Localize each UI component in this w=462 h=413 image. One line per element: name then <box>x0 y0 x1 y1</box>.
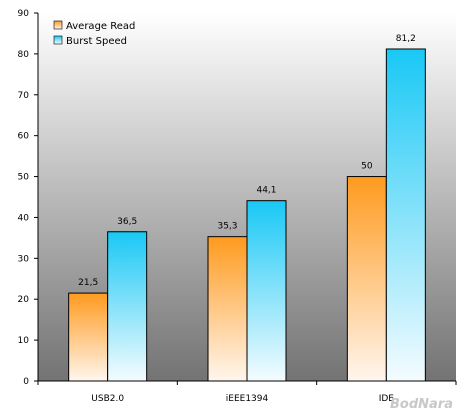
x-axis-labels: USB2.0 iEEE1394 IDE <box>37 381 457 404</box>
x-tick-label: iEEE1394 <box>226 394 269 404</box>
legend-label-average-read: Average Read <box>66 21 135 32</box>
y-tick-label: 40 <box>18 213 30 223</box>
y-tick-label: 30 <box>18 254 30 264</box>
bar-average-read <box>346 176 387 382</box>
bar-burst-speed <box>246 200 287 382</box>
legend-swatch-average-read <box>53 20 63 30</box>
y-tick-label: 60 <box>18 132 30 142</box>
bar-group: 21,5 36,5 35,3 44,1 50 81,2 <box>68 34 426 382</box>
x-tick-label: IDE <box>379 394 395 404</box>
bar-average-read <box>207 236 248 382</box>
y-tick-label: 70 <box>18 91 30 101</box>
y-tick-label: 0 <box>23 377 29 387</box>
x-tick-label: USB2.0 <box>91 394 124 404</box>
y-tick-label: 90 <box>18 9 30 19</box>
data-label-average-read: 35,3 <box>217 222 237 232</box>
y-axis-ticks: 0 10 20 30 40 50 60 70 80 90 <box>18 9 38 387</box>
data-label-average-read: 21,5 <box>78 278 98 288</box>
y-tick-label: 20 <box>18 295 30 305</box>
y-tick-label: 80 <box>18 50 30 60</box>
y-tick-label: 10 <box>18 336 30 346</box>
bar-burst-speed <box>107 231 148 382</box>
legend: Average Read Burst Speed <box>53 20 135 47</box>
legend-swatch-burst-speed <box>53 35 63 45</box>
data-label-average-read: 50 <box>361 162 373 172</box>
data-label-burst-speed: 81,2 <box>396 34 416 44</box>
watermark-text: BodNara <box>390 397 453 412</box>
y-tick-label: 50 <box>18 173 30 183</box>
data-label-burst-speed: 44,1 <box>256 186 276 196</box>
bar-average-read <box>68 292 109 382</box>
data-label-burst-speed: 36,5 <box>117 217 137 227</box>
bar-burst-speed <box>385 48 426 382</box>
legend-label-burst-speed: Burst Speed <box>66 36 127 47</box>
